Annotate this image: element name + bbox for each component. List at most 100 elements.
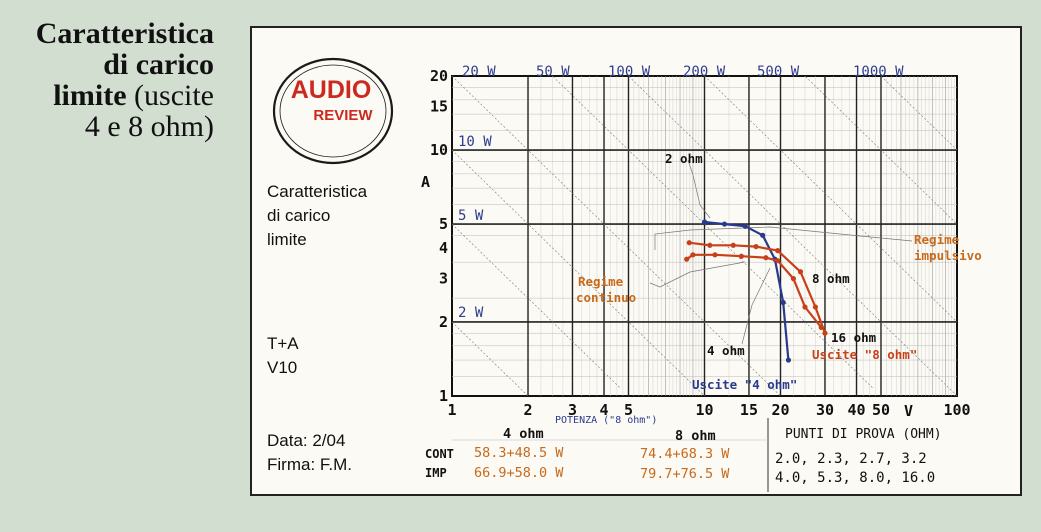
x-tick-label: 4 — [600, 401, 609, 419]
x-tick-label: 40 — [847, 401, 865, 419]
x-tick-label: 30 — [816, 401, 834, 419]
series-point-2 — [686, 240, 692, 246]
caption-line-1: Caratteristica — [35, 17, 214, 50]
power-curve — [451, 321, 529, 396]
y-axis-unit: A — [420, 173, 430, 191]
series-point-3 — [684, 256, 690, 262]
x-tick-label: 10 — [695, 401, 713, 419]
y-tick-label: 4 — [439, 239, 448, 257]
table-imp-4ohm: 66.9+58.0 W — [474, 465, 564, 481]
series-point-3 — [738, 253, 744, 259]
table-punti-row1: 2.0, 2.3, 2.7, 3.2 — [775, 451, 927, 467]
x-tick-label: 3 — [568, 401, 577, 419]
power-label: 1000 W — [853, 64, 904, 80]
caption-line-3-bold: limite — [53, 79, 127, 112]
label-regime-impulsivo-2: impulsivo — [914, 248, 982, 263]
table-imp-label: IMP — [425, 466, 447, 480]
label-4-ohm: 4 ohm — [707, 343, 745, 358]
table-punti-row2: 4.0, 5.3, 8.0, 16.0 — [775, 470, 936, 486]
audio-review-logo: AUDIO REVIEW — [272, 57, 394, 165]
series-point-3 — [690, 252, 696, 258]
power-curve — [704, 75, 958, 323]
label-16-ohm: 16 ohm — [831, 330, 877, 345]
leader-regime-continuo — [649, 261, 746, 288]
series-point-1 — [742, 223, 748, 229]
caption-line-3: limite (uscite — [0, 80, 214, 111]
side-title-2: di carico — [267, 206, 331, 225]
series-point-3 — [712, 252, 718, 258]
logo-word-review: REVIEW — [313, 107, 373, 124]
power-label: 20 W — [462, 64, 496, 80]
series-point-1 — [701, 219, 708, 225]
series-point-1 — [780, 299, 786, 306]
table-cont-label: CONT — [425, 447, 454, 461]
series-point-2 — [707, 242, 713, 248]
x-tick-label: 20 — [771, 401, 789, 419]
power-curve — [881, 76, 958, 151]
y-tick-label: 20 — [430, 67, 448, 85]
series-point-3 — [802, 304, 808, 310]
power-curve — [628, 76, 958, 397]
power-curve — [805, 76, 958, 225]
series-point-3 — [818, 324, 824, 331]
side-model: V10 — [267, 358, 298, 377]
table-imp-8ohm: 79.7+76.5 W — [640, 466, 730, 482]
y-tick-label: 1 — [439, 387, 448, 405]
label-regime-continuo-2: continuo — [576, 290, 637, 305]
series-point-1 — [721, 221, 728, 227]
series-line-2 — [689, 241, 827, 334]
label-regime-impulsivo-1: Regime — [914, 232, 960, 247]
series-point-2 — [812, 304, 819, 310]
leader-4-ohm — [741, 267, 771, 345]
x-tick-label: 100 — [943, 401, 970, 419]
power-label: 100 W — [608, 64, 651, 80]
series-point-2 — [797, 269, 804, 275]
x-tick-label: 15 — [740, 401, 758, 419]
power-curve — [451, 149, 705, 397]
power-label: 50 W — [536, 64, 570, 80]
table-cont-4ohm: 58.3+48.5 W — [474, 445, 564, 461]
power-curve — [451, 75, 781, 396]
x-tick-label: 2 — [523, 401, 532, 419]
power-label: 5 W — [458, 208, 484, 224]
series-point-1 — [760, 232, 766, 238]
leader-2-ohm — [687, 159, 711, 219]
series-point-2 — [822, 330, 828, 336]
x-tick-label: 5 — [624, 401, 633, 419]
series-point-3 — [790, 276, 797, 282]
caption-line-3-rest: (uscite — [134, 79, 214, 112]
y-tick-label: 5 — [439, 215, 448, 233]
side-data: Data: 2/04 — [267, 431, 346, 450]
power-curve — [451, 223, 621, 389]
label-uscite-8-ohm: Uscite "8 ohm" — [812, 347, 918, 362]
series-point-3 — [763, 255, 769, 261]
label-2-ohm: 2 ohm — [665, 151, 703, 166]
leader-regime-impulsivo — [654, 226, 913, 250]
table-cont-8ohm: 74.4+68.3 W — [640, 446, 730, 462]
side-firma: Firma: F.M. — [267, 455, 352, 474]
power-label: 10 W — [458, 134, 492, 150]
label-regime-continuo-1: Regime — [578, 274, 624, 289]
series-point-2 — [753, 243, 759, 250]
y-tick-label: 15 — [430, 98, 448, 116]
power-label: 200 W — [683, 64, 726, 80]
power-label: 500 W — [757, 64, 800, 80]
power-curve — [552, 76, 874, 389]
series-point-1 — [785, 357, 792, 363]
y-tick-label: 2 — [439, 313, 448, 331]
series-point-2 — [775, 248, 781, 254]
power-label: 2 W — [458, 305, 484, 321]
y-tick-label: 3 — [439, 270, 448, 288]
x-sublabel-potenza: POTENZA ("8 ohm") — [555, 415, 658, 426]
caption-line-4: 4 e 8 ohm) — [84, 110, 214, 143]
series-point-3 — [775, 258, 781, 264]
side-title-1: Caratteristica — [267, 182, 368, 201]
side-title-3: limite — [267, 230, 307, 249]
table-punti-title: PUNTI DI PROVA (OHM) — [785, 427, 942, 442]
x-axis-unit: V — [904, 402, 914, 420]
caption-line-2: di carico — [103, 48, 214, 81]
x-tick-label: 50 — [872, 401, 890, 419]
x-tick-label: 1 — [447, 401, 456, 419]
figure-caption: Caratteristica di carico limite (uscite … — [0, 18, 214, 142]
